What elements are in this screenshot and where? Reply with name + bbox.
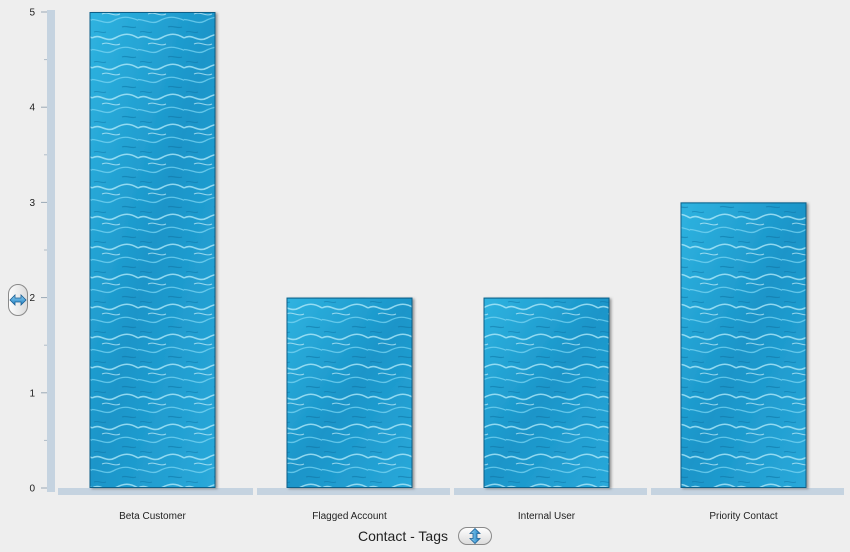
x-axis-title: Contact - Tags — [357, 528, 448, 544]
y-axis-toggle-button[interactable] — [8, 284, 28, 316]
bar[interactable] — [483, 297, 610, 488]
y-tick-label: 2 — [29, 293, 35, 304]
x-category-label: Priority Contact — [709, 511, 778, 522]
y-axis-line — [47, 10, 55, 492]
bar[interactable] — [680, 202, 807, 488]
x-axis-toggle-button[interactable] — [458, 527, 492, 545]
x-category-label: Internal User — [518, 511, 576, 522]
vertical-double-arrow-icon — [469, 528, 481, 544]
bar[interactable] — [89, 12, 216, 488]
x-axis-title-row: Contact - Tags — [0, 527, 850, 545]
x-axis-segment — [651, 488, 844, 495]
y-tick-label: 3 — [29, 198, 35, 209]
x-axis-segment — [58, 488, 253, 495]
x-axis-segment — [454, 488, 647, 495]
bar[interactable] — [286, 297, 413, 488]
horizontal-double-arrow-icon — [9, 294, 27, 306]
y-tick-label: 5 — [29, 8, 35, 19]
y-tick-label: 0 — [29, 484, 35, 495]
x-category-label: Flagged Account — [312, 511, 387, 522]
x-axis-segment — [257, 488, 450, 495]
x-category-label: Beta Customer — [119, 511, 186, 522]
y-tick-label: 1 — [29, 388, 35, 399]
y-tick-label: 4 — [29, 103, 35, 114]
